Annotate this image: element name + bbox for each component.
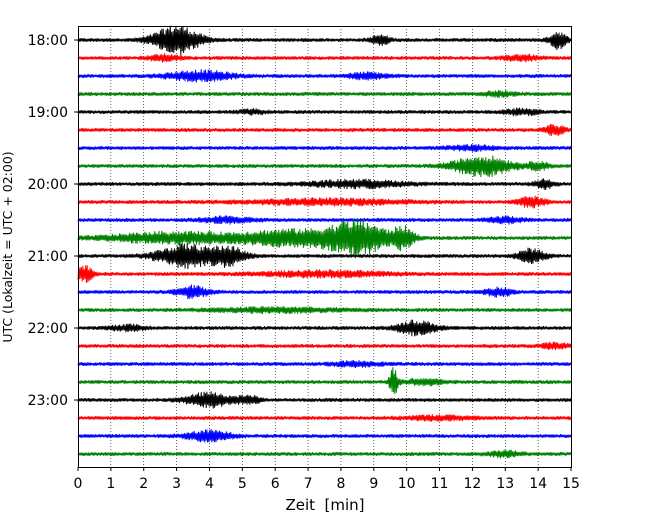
x-tick-label: 5 [238, 476, 247, 492]
x-tick-label: 7 [304, 476, 313, 492]
y-tick-label: 21:00 [28, 249, 68, 265]
x-tick-label: 6 [271, 476, 280, 492]
y-tick-label: 23:00 [28, 393, 68, 409]
trace-line [77, 25, 572, 56]
x-tick-label: 3 [172, 476, 181, 492]
x-tick-label: 0 [74, 476, 83, 492]
trace-line [77, 449, 572, 459]
x-tick-label: 2 [139, 476, 148, 492]
x-axis-title: Zeit [min] [285, 496, 364, 514]
y-tick-label: 22:00 [28, 321, 68, 337]
trace-line [77, 391, 572, 409]
x-tick-label: 4 [205, 476, 214, 492]
x-tick-label: 8 [336, 476, 345, 492]
trace-line [77, 53, 572, 63]
trace-line [77, 143, 572, 153]
trace-line [77, 195, 572, 209]
y-axis-title: UTC (Lokalzeit = UTC + 02:00) [0, 151, 15, 342]
x-axis-ticks: 0 1 2 3 4 5 6 7 8 9 10 11 12 13 14 15 [74, 467, 580, 492]
trace-line [77, 215, 572, 225]
trace-line [77, 319, 572, 337]
trace-line [77, 367, 572, 395]
trace-line [77, 155, 572, 178]
trace-line [77, 69, 572, 83]
x-tick-label: 10 [398, 476, 416, 492]
trace-line [77, 284, 572, 300]
trace-line [77, 178, 572, 191]
x-tick-label: 14 [529, 476, 547, 492]
y-tick-label: 19:00 [28, 105, 68, 121]
trace-line [77, 89, 572, 99]
x-tick-label: 1 [106, 476, 115, 492]
trace-line [77, 218, 572, 259]
trace-line [77, 265, 572, 283]
trace-line [77, 341, 572, 351]
plot-frame [78, 26, 572, 468]
trace-line [77, 359, 572, 369]
x-tick-label: 9 [369, 476, 378, 492]
trace-line [77, 305, 572, 315]
trace-line [77, 429, 572, 443]
x-tick-label: 13 [496, 476, 514, 492]
trace-line [77, 107, 572, 117]
y-axis-ticks: 18:00 19:00 20:00 21:00 22:00 23:00 [28, 33, 78, 409]
trace-group [77, 25, 572, 459]
x-tick-label: 12 [463, 476, 481, 492]
x-tick-label: 15 [562, 476, 580, 492]
x-tick-label: 11 [431, 476, 449, 492]
trace-line [77, 243, 572, 270]
y-tick-label: 18:00 [28, 33, 68, 49]
trace-line [77, 123, 572, 137]
y-tick-label: 20:00 [28, 177, 68, 193]
trace-line [77, 414, 572, 422]
